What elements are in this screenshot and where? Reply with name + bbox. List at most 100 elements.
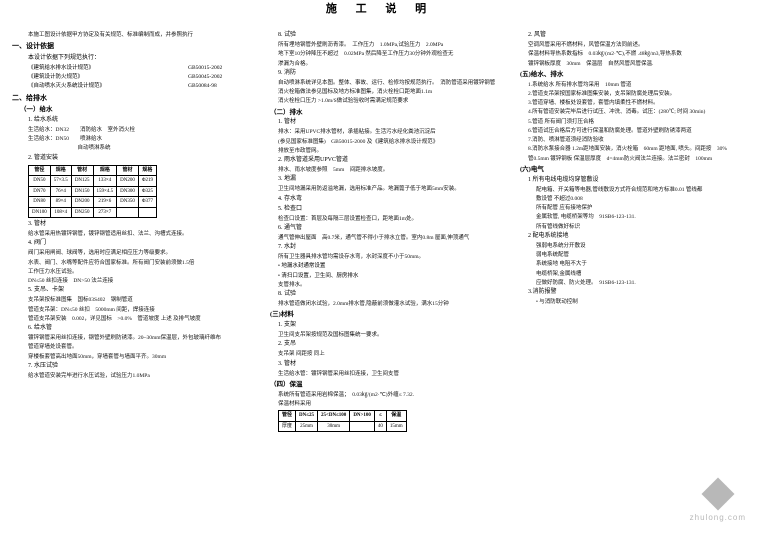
- text: 1.系统给水 所有排水管均采用 10mm 管道: [528, 81, 748, 89]
- text: 4.所有管道安装完毕后进行试压、冲洗、消毒。试压：(280℃; 时间 30min…: [528, 108, 748, 116]
- text: 支吊架 间距按 同上: [278, 350, 498, 358]
- text: • 与消防联动控制: [536, 298, 748, 306]
- text: 应做好防腐、防火处理。 91SB6-123-131.: [536, 279, 748, 287]
- text: 所有卫生器具排水管均需设存水弯，水封深度不小于50mm。: [278, 253, 498, 261]
- text: DN≤50 丝扣连接 DN>50 法兰连接: [28, 277, 248, 285]
- column-1: 本施工图设计依据甲方协定及有关规范、标准编制而成，并参照执行 一、设计依据 本设…: [12, 30, 248, 434]
- standard-row: 《建筑设计防火规范》GB50045-2002: [28, 73, 248, 81]
- watermark-logo: zhulong.com: [690, 477, 746, 522]
- text: 3.管道穿墙、楼板处设套管，套管内填柔性不燃材料。: [528, 99, 748, 107]
- text: 系统所有管道采用岩棉保温； 0.03㎏/(m2·℃)外缠≤ 7.32.: [278, 391, 498, 399]
- column-2: 8. 试验 所有埋地钢管外壁刷沥青漆。 工作压力 1.0MPa,试验压力 2.0…: [262, 30, 498, 434]
- text: 排水管道做闭水试验，2.0mm排水管,隐蔽前须做灌水试验，满水15分钟: [278, 300, 498, 308]
- text: 空调风管采用不燃材料，风管保温方法同前述。: [528, 41, 748, 49]
- s7-title: 7. 水压试验: [28, 362, 248, 371]
- text: 地漏水封通常设置: [278, 262, 498, 270]
- text: 管0.5mm 镀锌钢板 保温层厚度 d=4mm防火阀法兰连接。法兰密封 100m…: [528, 155, 748, 163]
- h-insulation: （四）保温: [270, 380, 498, 390]
- text: 5.管道 所有阀门须打压合格: [528, 118, 748, 126]
- s4-title: 4. 阀门: [28, 239, 248, 248]
- text: 镀锌钢管采用丝扣连接，钢管外壁刷防锈漆。20~30mm保温层，外包玻璃纤维布: [28, 334, 248, 342]
- f2: 2 配电系统接地: [528, 232, 748, 241]
- text: 给水管道安装完毕进行水压试验，试验压力1.0MPa: [28, 372, 248, 380]
- text: 通气管伸出屋面 高0.7米，通气管不得小于排水立管。室内0.8m 屋面,伸顶通气: [278, 234, 498, 242]
- text: 排水、雨水坡度参照 5mm 间距排水坡度。: [278, 166, 498, 174]
- standard-row: 《自动喷水灭火系统设计规范》GB50084-98: [28, 82, 248, 90]
- text: 支吊架按标准图集 国标03S402 钢制管道: [28, 296, 248, 304]
- s1-line: 自动喷淋系统: [28, 144, 248, 152]
- text: 地下室10分钟降压不超过 0.02MPa 然后降至工作压力30分钟外观检查无: [278, 50, 498, 58]
- text: 排放至市政管网。: [278, 147, 498, 155]
- h-material: (三)材料: [270, 310, 498, 320]
- text: 2.管道支吊架按国家标准图集安装，支吊架防腐处理后安装。: [528, 90, 748, 98]
- s9-title: 9. 消防: [278, 69, 498, 78]
- text: 穿楼板套管高出地面50mm，穿墙套管与墙面平齐。30mm: [28, 353, 248, 361]
- h-supply: （一）给水: [20, 105, 248, 115]
- text: 保温材料导热系数指标 0.03㎏/(m2·℃),不燃 .48㎏/m3,导热系数: [528, 50, 748, 58]
- h-plumbing2: (五)给水、排水: [520, 70, 748, 80]
- h-drain: （二）排水: [270, 108, 498, 118]
- s3-title: 3. 地漏: [278, 175, 498, 184]
- text: 检查口设置：首层及每隔三层设置检查口，距地面1m处。: [278, 215, 498, 223]
- m1: 1. 支架: [278, 321, 498, 330]
- text: 管道支吊架安装 0.002，详见国标 >0.0% 管道坡度 上述 及排气坡度: [28, 315, 248, 323]
- text: 电缆桥架,金属线槽: [536, 270, 748, 278]
- m2: 2. 支吊: [278, 340, 498, 349]
- text: 渗漏为合格。: [278, 60, 498, 68]
- watermark-text: zhulong.com: [690, 513, 746, 522]
- text: 所有管线做好标识: [536, 223, 748, 231]
- s1-line: 生活给水：DN32 消防给水 室外消火栓: [28, 126, 248, 134]
- text: (参见国家标准图集) GB50015-2000 及《建筑给水排水设计规范》: [278, 138, 498, 146]
- text: 卫生间支吊架按规范及国标图集统一要求。: [278, 331, 498, 339]
- s2-title: 2. 风管: [528, 31, 748, 40]
- s7-title: 7. 水封: [278, 243, 498, 252]
- h-electrical: (六)电气: [520, 165, 748, 175]
- text: 阀门采用闸阀、球阀等，选用时应满足相应压力等级要求。: [28, 249, 248, 257]
- f1: 1 所有电线电缆均穿管敷设: [528, 176, 748, 185]
- s8-title: 8. 试验: [278, 290, 498, 299]
- f3: 3.消防报警: [528, 288, 748, 297]
- s1-title: 1. 给水系统: [28, 116, 248, 125]
- std-title: 本设计依据下列规范执行：: [28, 54, 248, 63]
- text: 所有埋地钢管外壁刷沥青漆。 工作压力 1.0MPa,试验压力 2.0MPa: [278, 41, 498, 49]
- text: 8.消防水泵接合器 1.2m距地面安装，消火栓箱 60mm 距地面, 喷头。间距…: [528, 145, 748, 153]
- page-title: 施 工 说 明: [0, 0, 760, 16]
- s2-title: 2. 雨水管道采用UPVC管道: [278, 156, 498, 165]
- text: 敷设管 不超过0.008: [536, 195, 748, 203]
- text: 系统接地 电阻不大于: [536, 260, 748, 268]
- text: 镀锌钢板厚度 30mm 保温层 自然风管风管保温.: [528, 60, 748, 68]
- text: 清扫口设置，卫生间、厨房排水: [278, 272, 498, 280]
- text: 6.管道试压合格后方可进行保温和防腐处理。管道外壁刷防锈漆两道: [528, 127, 748, 135]
- text: 配电箱、开关箱等电器,管线敷设方式符合规范和地方标准0.01 管线都: [536, 186, 748, 194]
- document-body: 本施工图设计依据甲方协定及有关规范、标准编制而成，并参照执行 一、设计依据 本设…: [0, 22, 760, 442]
- text: 给水管采用热镀锌钢管，镀锌钢管适用丝扣、法兰、沟槽式连接。: [28, 230, 248, 238]
- s2-title: 2. 管道安装: [28, 154, 248, 163]
- h-plumbing: 二、给排水: [12, 93, 248, 104]
- s8-title: 8. 试验: [278, 31, 498, 40]
- m3: 3. 管材: [278, 360, 498, 369]
- text: 所有配管 应有接地保护: [536, 204, 748, 212]
- s6-title: 6. 给水管: [28, 324, 248, 333]
- text: 强弱电系统分开敷设: [536, 242, 748, 250]
- text: 保温材料采用: [278, 400, 498, 408]
- s1-title: 1. 管材: [278, 118, 498, 127]
- text: 支管排水。: [278, 281, 498, 289]
- intro: 本施工图设计依据甲方协定及有关规范、标准编制而成，并参照执行: [28, 31, 248, 39]
- text: 管道穿墙处设套管。: [28, 343, 248, 351]
- pipe-table: 管径规格管材规格管材规格 DN5057×3.5DN125133×4DN200Φ2…: [28, 165, 157, 219]
- insulation-table: 管径DN≤2525<DN≤100DN>100≤保温 厚度25mm30mm4015…: [278, 410, 407, 432]
- flower-icon: [701, 477, 735, 511]
- standard-row: 《建筑给水排水设计规范》GB50015-2002: [28, 64, 248, 72]
- text: 卫生间地漏采用防返溢地漏，选用标准产品。地漏篦子低于地面5mm安装。: [278, 185, 498, 193]
- s4-title: 4. 存水弯: [278, 195, 498, 204]
- s5-title: 5. 检查口: [278, 205, 498, 214]
- text: 生活给水管：镀锌钢管采用丝扣连接，卫生间支管: [278, 370, 498, 378]
- text: 消火栓箱做法参见国标及地方标准图集，消火栓栓口距地面1.1m: [278, 88, 498, 96]
- s5-title: 5. 支吊、卡架: [28, 286, 248, 295]
- text: 7.消防、喷淋管道须经消防验收: [528, 136, 748, 144]
- column-3: 2. 风管 空调风管采用不燃材料，风管保温方法同前述。 保温材料导热系数指标 0…: [512, 30, 748, 434]
- text: 自动喷淋系统详见本图。整体、事故、运行、检修均按规范执行。 消防管道采用镀锌钢管: [278, 79, 498, 87]
- text: 弱电系统配管: [536, 251, 748, 259]
- text: 排水：采用UPVC排水管材，承插粘接。生活污水经化粪池沉淀后: [278, 128, 498, 136]
- text: 管道支吊架：DN≤50 丝扣 5000mm 间距，焊接连接: [28, 306, 248, 314]
